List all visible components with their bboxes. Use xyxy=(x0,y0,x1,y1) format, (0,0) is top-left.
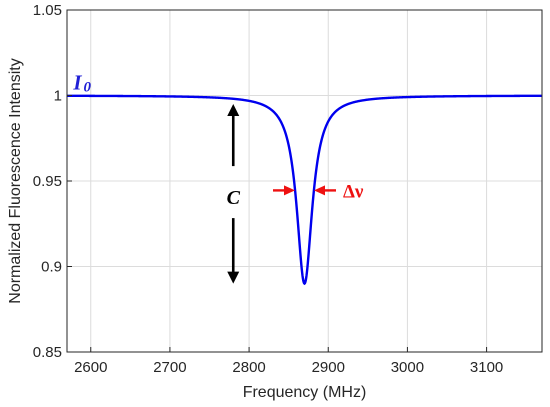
baseline-label-subscript: 0 xyxy=(84,80,92,96)
linewidth-arrow-left-head xyxy=(284,185,295,196)
x-tick-label: 2700 xyxy=(153,359,186,376)
x-tick-label: 2800 xyxy=(232,359,265,376)
contrast-label: C xyxy=(227,187,241,209)
x-tick-label: 3100 xyxy=(470,359,503,376)
contrast-arrow-down-head xyxy=(227,271,240,284)
y-tick-label: 0.85 xyxy=(33,344,62,361)
y-tick-label: 0.95 xyxy=(33,173,62,190)
ticks: 2600 2700 2800 2900 3000 3100 0.85 0.9 0.95 1 1.05 xyxy=(33,2,503,376)
series-layer xyxy=(67,94,542,286)
baseline-label-main: I xyxy=(72,71,82,95)
x-tick-label: 2600 xyxy=(74,359,107,376)
annotations: I 0 C Δν xyxy=(72,71,364,284)
x-axis-title: Frequency (MHz) xyxy=(243,384,367,401)
linewidth-label: Δν xyxy=(343,181,364,202)
contrast-arrow-up-head xyxy=(227,104,240,117)
y-tick-label: 1.05 xyxy=(33,2,62,19)
y-axis-title: Normalized Fluorescence Intensity xyxy=(7,58,24,303)
x-tick-label: 2900 xyxy=(312,359,345,376)
y-tick-label: 1 xyxy=(54,88,62,105)
linewidth-arrow-right-head xyxy=(314,185,325,196)
x-tick-label: 3000 xyxy=(391,359,424,376)
series-line xyxy=(67,94,542,286)
y-tick-label: 0.9 xyxy=(41,259,62,276)
